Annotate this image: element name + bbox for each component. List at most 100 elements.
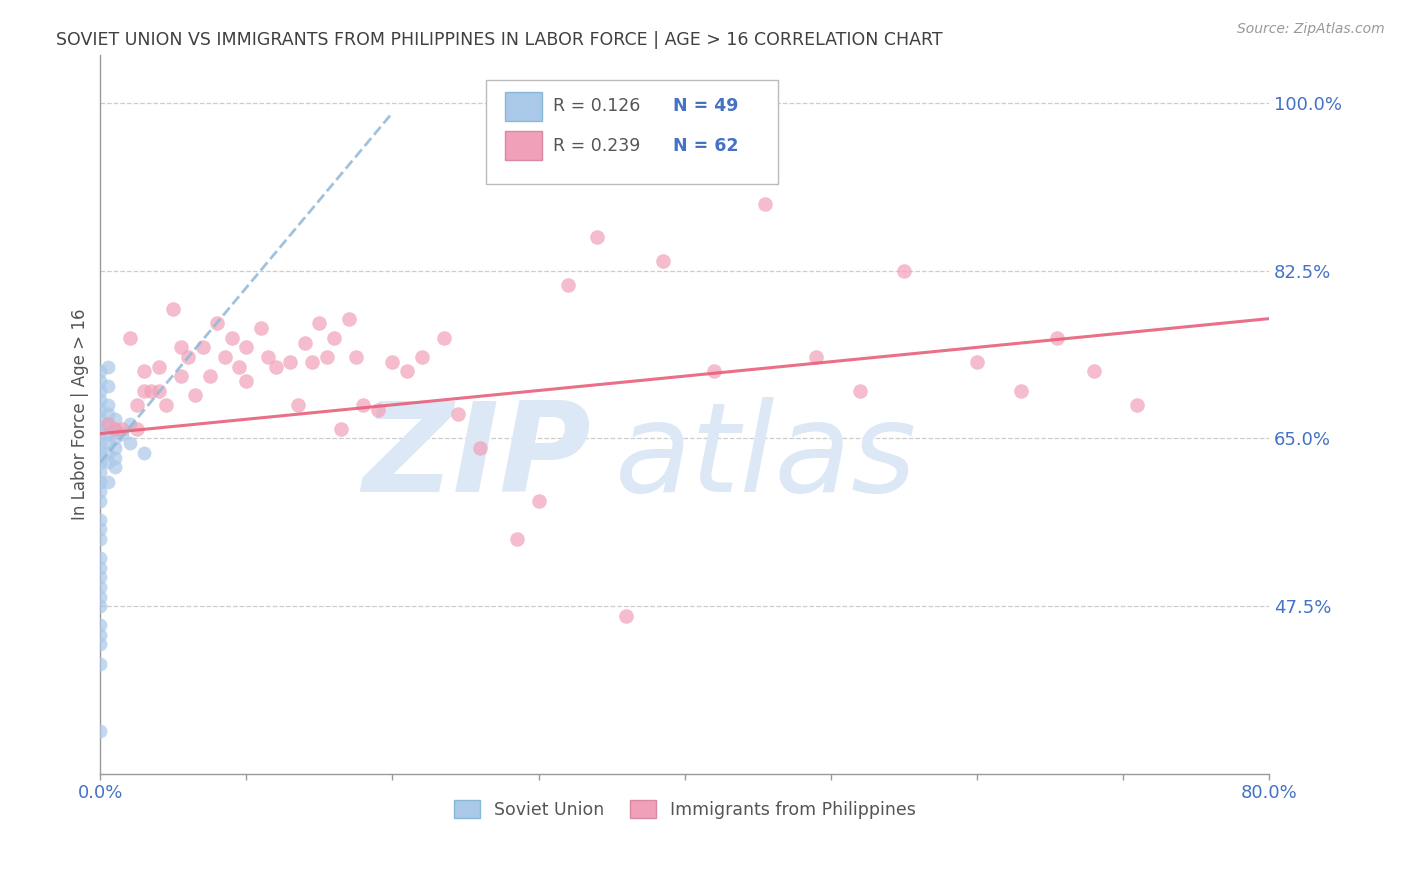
Point <box>97 446 120 460</box>
Point <box>134 364 156 378</box>
Point <box>89 628 111 642</box>
Point <box>162 301 184 316</box>
FancyBboxPatch shape <box>505 92 543 120</box>
Point <box>1126 398 1149 412</box>
Point <box>893 264 915 278</box>
Point <box>367 402 389 417</box>
Point <box>505 532 527 546</box>
Point <box>89 590 111 604</box>
Point <box>754 196 776 211</box>
Point <box>191 340 214 354</box>
Point <box>97 417 120 431</box>
Point <box>89 412 111 426</box>
Text: ZIP: ZIP <box>363 397 591 518</box>
Point <box>89 436 111 450</box>
Point <box>330 422 353 436</box>
Point <box>1046 331 1069 345</box>
Point <box>155 398 177 412</box>
Point <box>221 331 243 345</box>
Point <box>89 580 111 594</box>
Point <box>651 254 673 268</box>
Point <box>97 398 120 412</box>
Point <box>315 350 337 364</box>
Point <box>214 350 236 364</box>
FancyBboxPatch shape <box>505 131 543 160</box>
Y-axis label: In Labor Force | Age > 16: In Labor Force | Age > 16 <box>72 309 89 520</box>
Point <box>141 384 163 398</box>
Point <box>1083 364 1105 378</box>
Point <box>308 317 330 331</box>
Point <box>205 317 228 331</box>
Point <box>89 422 111 436</box>
Point <box>118 331 141 345</box>
Point <box>557 278 579 293</box>
Point <box>89 384 111 398</box>
Point <box>337 311 360 326</box>
Text: Source: ZipAtlas.com: Source: ZipAtlas.com <box>1237 22 1385 37</box>
Point <box>89 637 111 651</box>
Point <box>104 431 127 445</box>
Point <box>344 350 367 364</box>
Point <box>250 321 273 335</box>
Point <box>89 551 111 566</box>
Point <box>104 450 127 465</box>
Text: atlas: atlas <box>614 397 917 518</box>
Point <box>111 426 134 441</box>
Point <box>89 723 111 738</box>
Point <box>323 331 346 345</box>
Point <box>148 359 170 374</box>
Point <box>966 355 988 369</box>
Point <box>148 384 170 398</box>
FancyBboxPatch shape <box>486 80 778 185</box>
Point <box>228 359 250 374</box>
Point <box>104 422 127 436</box>
Point <box>381 355 404 369</box>
Point <box>235 340 257 354</box>
Point <box>89 618 111 632</box>
Point <box>177 350 200 364</box>
Point <box>184 388 207 402</box>
Point <box>433 331 456 345</box>
Point <box>104 422 127 436</box>
Point <box>264 359 287 374</box>
Text: N = 49: N = 49 <box>673 97 738 115</box>
Point <box>125 398 148 412</box>
Point <box>118 436 141 450</box>
Point <box>89 561 111 575</box>
Point <box>89 513 111 527</box>
Point <box>89 523 111 537</box>
Point <box>257 350 280 364</box>
Text: R = 0.126: R = 0.126 <box>553 97 640 115</box>
Point <box>170 340 193 354</box>
Point <box>97 408 120 422</box>
Point <box>104 441 127 455</box>
Point <box>89 364 111 378</box>
Text: R = 0.239: R = 0.239 <box>553 136 640 154</box>
Point <box>294 335 316 350</box>
Point <box>804 350 827 364</box>
Point <box>111 422 134 436</box>
Legend: Soviet Union, Immigrants from Philippines: Soviet Union, Immigrants from Philippine… <box>447 794 922 826</box>
Point <box>97 436 120 450</box>
Point <box>89 484 111 499</box>
Point <box>134 446 156 460</box>
Point <box>447 408 470 422</box>
Point <box>527 493 550 508</box>
Point <box>849 384 872 398</box>
Point <box>89 475 111 489</box>
Point <box>118 417 141 431</box>
Point <box>89 426 111 441</box>
Point <box>287 398 309 412</box>
Point <box>586 230 609 244</box>
Point <box>703 364 725 378</box>
Point <box>352 398 374 412</box>
Point <box>134 384 156 398</box>
Point <box>468 441 491 455</box>
Point <box>89 402 111 417</box>
Point <box>235 374 257 388</box>
Point <box>198 369 221 384</box>
Point <box>278 355 301 369</box>
Point <box>97 417 120 431</box>
Point <box>89 493 111 508</box>
Point <box>97 455 120 469</box>
